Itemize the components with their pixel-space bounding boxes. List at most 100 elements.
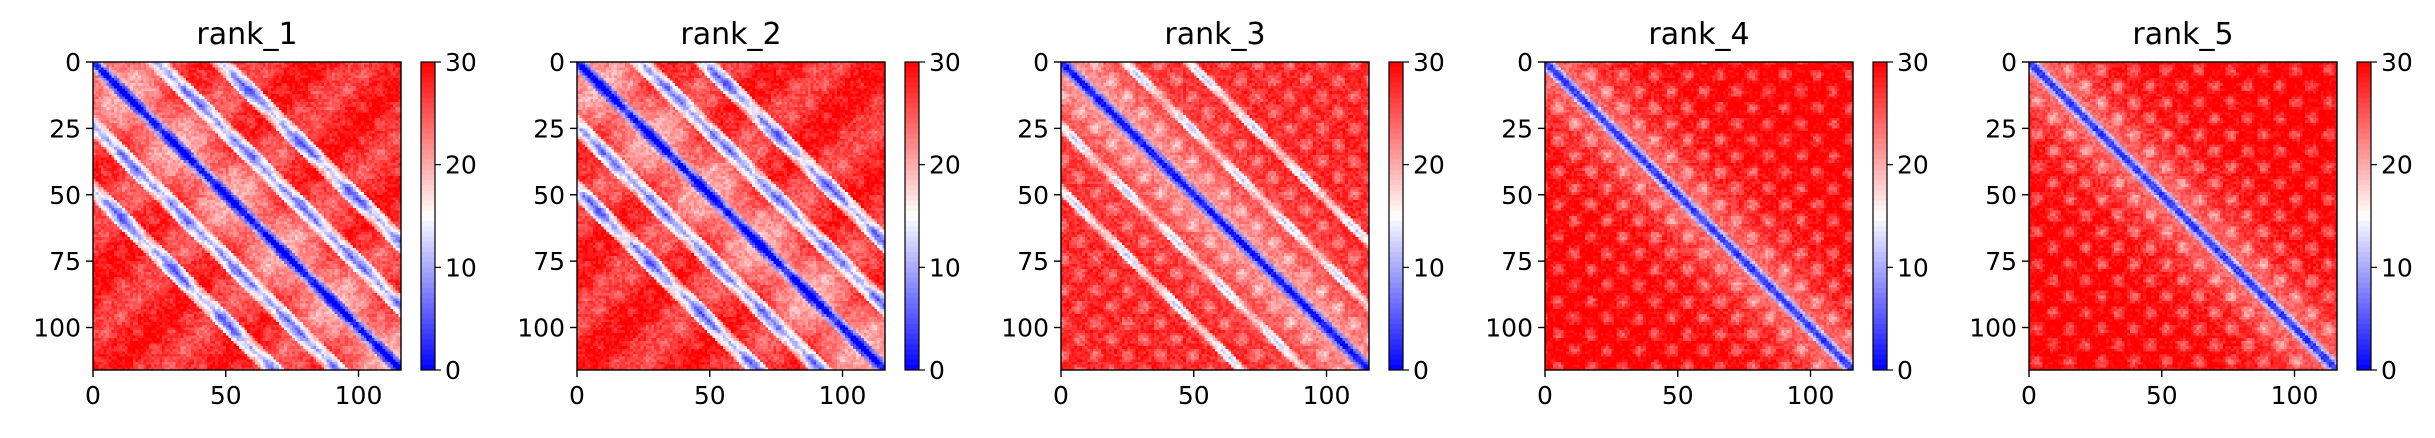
heatmap-cell [197,91,200,94]
heatmap-cell [135,91,138,94]
heatmap-cell [380,89,383,92]
heatmap-cell [218,99,221,102]
heatmap-cell [220,97,223,100]
heatmap-cell [321,83,324,86]
heatmap-cell [165,94,168,97]
heatmap-cell [258,86,261,89]
heatmap-cell [305,86,308,89]
heatmap-cell [170,81,173,84]
heatmap-cell [106,107,109,110]
heatmap-cell [231,67,234,70]
heatmap-cell [167,67,170,70]
heatmap-cell [345,104,348,107]
heatmap-cell [388,104,391,107]
heatmap-cell [178,78,181,81]
heatmap-cell [120,107,123,110]
heatmap-cell [348,89,351,92]
heatmap-cell [112,81,115,84]
heatmap-cell [114,91,117,94]
heatmap-cell [170,65,173,68]
heatmap-cell [319,94,322,97]
heatmap-cell [181,81,184,84]
heatmap-cell [218,91,221,94]
heatmap-cell [101,104,104,107]
heatmap-cell [258,97,261,100]
heatmap-cell [178,81,181,84]
heatmap-cell [372,78,375,81]
heatmap-cell [234,97,237,100]
heatmap-cell [252,73,255,76]
heatmap-cell [138,65,141,68]
heatmap-cell [162,83,165,86]
heatmap-cell [234,104,237,107]
heatmap-cell [181,83,184,86]
heatmap-cell [151,73,154,76]
heatmap-cell [135,89,138,92]
heatmap-cell [167,70,170,73]
heatmap-cell [305,99,308,102]
heatmap-cell [181,67,184,70]
heatmap-cell [250,102,253,105]
heatmap-cell [128,75,131,78]
heatmap-cell [345,94,348,97]
heatmap-cell [159,102,162,105]
heatmap-cell [295,81,298,84]
heatmap-cell [289,67,292,70]
heatmap-cell [151,67,154,70]
heatmap-cell [162,107,165,110]
heatmap-cell [321,97,324,100]
heatmap-cell [106,94,109,97]
heatmap-cell [260,89,263,92]
heatmap-cell [154,73,157,76]
heatmap-cell [308,91,311,94]
heatmap-cell [380,65,383,68]
heatmap-cell [234,67,237,70]
heatmap-cell [337,97,340,100]
heatmap-cell [236,83,239,86]
heatmap-cell [236,75,239,78]
heatmap-cell [226,91,229,94]
heatmap-cell [133,94,136,97]
heatmap-cell [106,83,109,86]
heatmap-cell [396,75,399,78]
heatmap-cell [271,86,274,89]
heatmap-cell [385,67,388,70]
heatmap-cell [292,94,295,97]
heatmap-cell [183,91,186,94]
heatmap-cell [390,65,393,68]
heatmap-cell [372,86,375,89]
heatmap-cell [226,97,229,100]
heatmap-cell [234,94,237,97]
heatmap-cell [279,99,282,102]
heatmap-cell [340,75,343,78]
heatmap-cell [292,70,295,73]
heatmap-cell [101,83,104,86]
heatmap-cell [359,75,362,78]
heatmap-cell [260,81,263,84]
heatmap-cell [173,107,176,110]
heatmap-cell [303,86,306,89]
heatmap-cell [178,89,181,92]
heatmap-cell [181,91,184,94]
heatmap-cell [282,78,285,81]
heatmap-cell [117,75,120,78]
heatmap-cell [197,83,200,86]
heatmap-cell [361,94,364,97]
heatmap-cell [202,91,205,94]
heatmap-cell [289,65,292,68]
heatmap-cell [228,65,231,68]
heatmap-cell [125,65,128,68]
heatmap-cell [199,91,202,94]
heatmap-cell [218,70,221,73]
heatmap-cell [289,86,292,89]
heatmap-cell [120,86,123,89]
heatmap-cell [181,89,184,92]
heatmap-cell [369,83,372,86]
heatmap-cell [151,107,154,110]
heatmap-cell [199,104,202,107]
heatmap-cell [146,89,149,92]
heatmap-cell [128,78,131,81]
heatmap-cell [393,99,396,102]
heatmap-cell [308,86,311,89]
heatmap-cell [101,67,104,70]
